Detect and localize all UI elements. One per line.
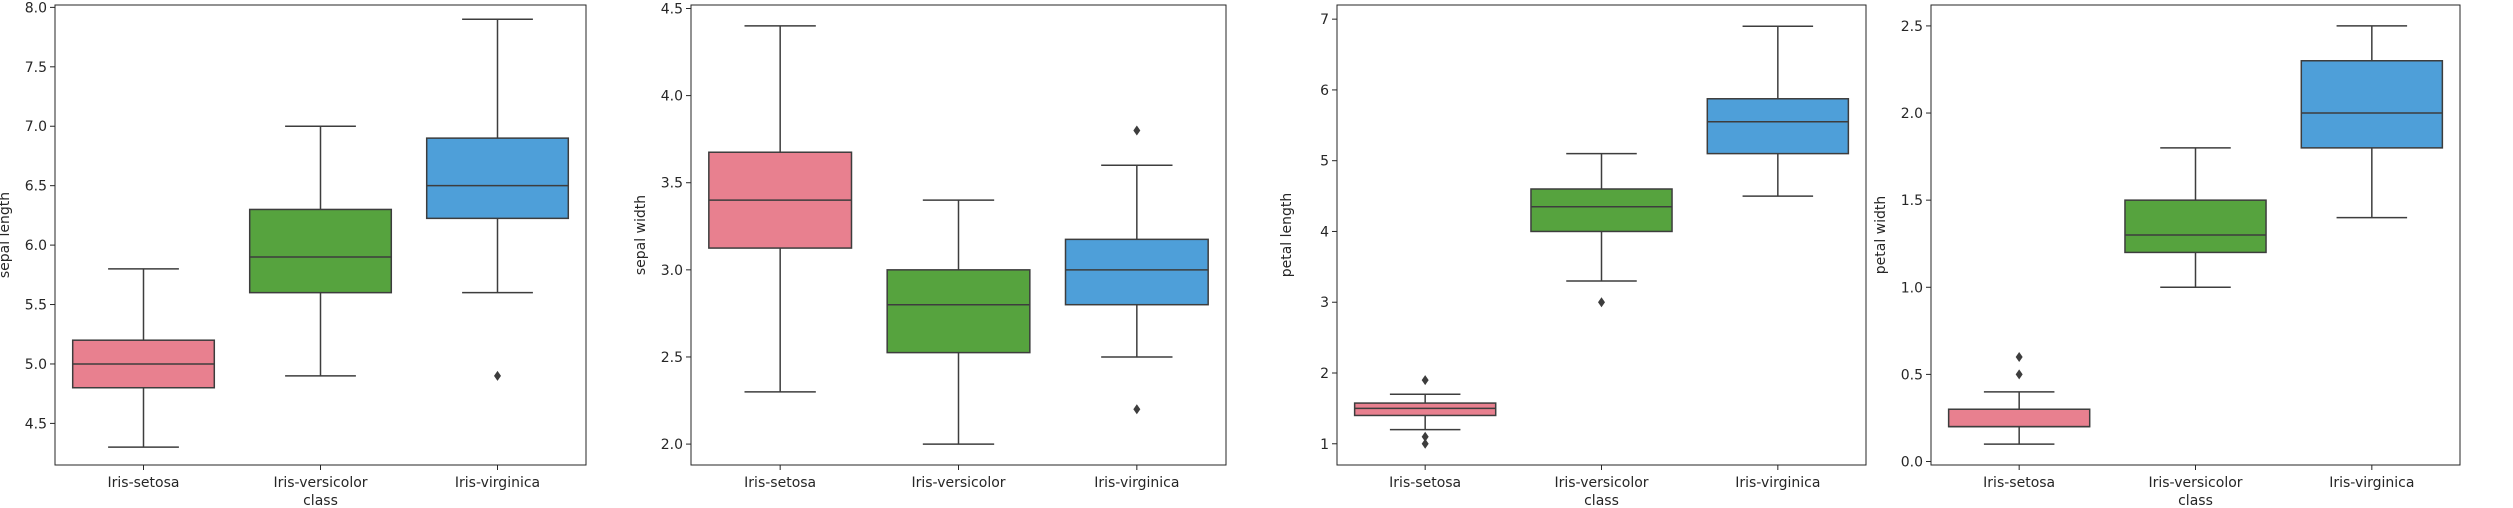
y-axis-label: petal length	[1279, 193, 1295, 278]
y-tick-label: 0.5	[1901, 367, 1923, 383]
iqr-box	[1947, 408, 2091, 428]
y-tick-label: 3.5	[661, 176, 683, 192]
y-tick-label: 3.0	[661, 263, 683, 279]
panel-4: 0.0 0.5 1.0 1.5 2.0 2.5 Iris-setosa Iris-versic…	[1873, 4, 2461, 508]
iqr-box	[886, 269, 1031, 354]
outlier-point	[1133, 404, 1141, 415]
box-iris-setosa	[71, 268, 216, 448]
plot-frame	[690, 4, 1227, 466]
box-iris-versicolor	[886, 199, 1031, 445]
x-axis-label: class	[303, 493, 338, 508]
y-tick-label: 4.5	[25, 416, 47, 432]
outlier-point	[2015, 369, 2023, 380]
y-tick-label: 2.5	[661, 350, 683, 366]
y-tick-label: 2.0	[1901, 106, 1923, 122]
iqr-box	[1706, 98, 1850, 155]
y-tick-label: 1.0	[1901, 280, 1923, 296]
y-tick-label: 5.5	[25, 298, 47, 314]
y-tick-label: 1.5	[1901, 193, 1923, 209]
box-iris-virginica	[1706, 25, 1850, 197]
y-tick-label: 2.5	[1901, 19, 1923, 35]
y-tick-label: 5	[1320, 154, 1329, 170]
iqr-box	[248, 208, 393, 294]
x-tick-label: Iris-virginica	[455, 475, 540, 491]
x-tick-label: Iris-setosa	[744, 475, 816, 491]
y-tick-label: 6.0	[25, 238, 47, 254]
x-tick-label: Iris-virginica	[1735, 475, 1820, 491]
x-tick-label: Iris-versicolor	[911, 475, 1005, 491]
y-tick-label: 8.0	[25, 0, 47, 16]
iqr-box	[1353, 402, 1497, 417]
x-axis-label: class	[2178, 493, 2213, 508]
outlier-point	[1598, 297, 1605, 308]
x-tick-label: Iris-setosa	[108, 475, 180, 491]
panel-1: 4.5 5.0 5.5 6.0 6.5 7.0 7.5 8.0 Iris-setosa Iris-…	[0, 0, 587, 508]
x-tick-label: Iris-virginica	[2329, 475, 2414, 491]
box-iris-setosa	[1353, 375, 1497, 449]
iqr-box	[1530, 188, 1673, 233]
y-tick-label: 4	[1320, 224, 1329, 240]
iqr-box	[2300, 60, 2444, 149]
y-tick-label: 4.0	[661, 89, 683, 105]
y-tick-label: 7.0	[25, 119, 47, 135]
box-iris-versicolor	[248, 125, 393, 377]
iqr-box	[425, 137, 570, 220]
box-iris-setosa	[708, 25, 853, 393]
box-iris-setosa	[1947, 351, 2091, 445]
y-tick-label: 1	[1320, 437, 1329, 453]
plot-frame	[1336, 4, 1867, 466]
plot-frame	[1930, 4, 2461, 466]
box-iris-virginica	[425, 18, 570, 381]
y-tick-label: 7.5	[25, 60, 47, 76]
y-tick-label: 6.5	[25, 179, 47, 195]
outlier-point	[1133, 125, 1141, 136]
outlier-point	[494, 370, 501, 381]
y-tick-label: 4.5	[661, 1, 683, 17]
y-tick-label: 2.0	[661, 437, 683, 453]
panel-2: 2.0 2.5 3.0 3.5 4.0 4.5 Iris-setosa Iris-versic…	[633, 1, 1227, 491]
outlier-point	[1421, 431, 1429, 442]
x-tick-label: Iris-versicolor	[273, 475, 367, 491]
box-iris-virginica	[1064, 125, 1209, 415]
box-iris-virginica	[2300, 25, 2444, 219]
y-axis-label: petal width	[1873, 196, 1889, 275]
iqr-box	[1064, 238, 1209, 306]
plot-frame	[54, 4, 587, 466]
box-iris-versicolor	[2124, 147, 2267, 289]
y-tick-label: 0.0	[1901, 455, 1923, 471]
x-tick-label: Iris-setosa	[1389, 475, 1461, 491]
outlier-point	[1421, 375, 1429, 386]
y-tick-label: 3	[1320, 295, 1329, 311]
outlier-point	[1421, 438, 1429, 449]
y-tick-label: 2	[1320, 366, 1329, 382]
iqr-box	[2124, 199, 2267, 254]
box-iris-versicolor	[1530, 152, 1673, 308]
x-tick-label: Iris-setosa	[1983, 475, 2055, 491]
outlier-point	[2015, 351, 2023, 362]
y-tick-label: 7	[1320, 12, 1329, 28]
y-axis-label: sepal width	[633, 195, 649, 275]
y-tick-label: 5.0	[25, 357, 47, 373]
x-axis-label: class	[1584, 493, 1619, 508]
x-tick-label: Iris-versicolor	[1554, 475, 1648, 491]
panel-3: 1 2 3 4 5 6 7 Iris-setosa Iris-versicolor Iris-vi…	[1279, 4, 1867, 508]
x-tick-label: Iris-versicolor	[2148, 475, 2242, 491]
y-axis-label: sepal length	[0, 192, 13, 278]
x-tick-label: Iris-virginica	[1094, 475, 1179, 491]
y-tick-label: 6	[1320, 83, 1329, 99]
